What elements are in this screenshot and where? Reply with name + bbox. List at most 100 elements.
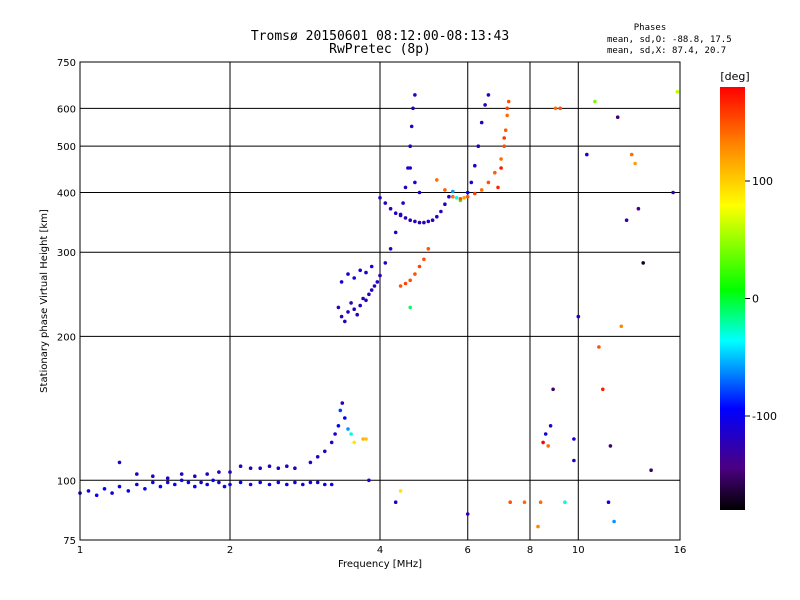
grid-lines [80,62,680,540]
echo-point [558,107,562,111]
echo-point [466,512,470,516]
echo-point [166,476,170,480]
echo-point [268,483,272,487]
echo-point [431,218,435,222]
echo-point [455,196,459,200]
ionogram-chart: Tromsø 20150601 08:12:00-08:13:43 RwPret… [0,0,800,600]
echo-point [443,188,447,192]
echo-point [435,178,439,182]
echo-point [593,100,597,104]
echo-point [239,481,243,485]
echo-points [78,90,679,528]
y-tick-label: 100 [57,476,76,487]
echo-point [352,441,356,445]
echo-point [349,301,353,305]
echo-point [378,196,382,200]
echo-point [563,500,567,504]
phases-x-mode-stats: mean, sd,X: 87.4, 20.7 [607,46,726,56]
colorbar-label: [deg] [720,70,749,83]
echo-point [451,195,455,199]
echo-point [413,220,417,224]
echo-point [95,494,99,498]
echo-point [180,472,184,476]
echo-point [293,481,297,485]
echo-point [389,247,393,251]
echo-point [205,472,209,476]
echo-point [346,427,350,431]
y-axis-label: Stationary phase Virtual Height [km] [39,209,50,393]
echo-point [502,144,506,148]
echo-point [408,279,412,283]
echo-point [609,444,613,448]
echo-point [193,485,197,489]
echo-point [539,500,543,504]
colorbar-ticks: 100 0 -100 [745,175,777,423]
echo-point [367,293,371,297]
echo-point [404,282,408,286]
echo-point [193,474,197,478]
echo-point [411,107,415,111]
phases-heading: Phases [634,23,667,33]
echo-point [418,221,422,225]
echo-point [483,103,487,107]
echo-point [408,218,412,222]
echo-point [394,500,398,504]
echo-point [439,210,443,214]
echo-point [211,479,215,483]
echo-point [612,520,616,524]
echo-point [447,195,451,199]
echo-point [367,479,371,483]
x-tick-label: 10 [572,545,585,556]
y-tick-label: 200 [57,332,76,343]
echo-point [249,483,253,487]
echo-point [103,487,107,491]
echo-point [496,186,500,190]
echo-point [487,93,491,97]
echo-point [410,125,414,129]
echo-point [110,491,114,495]
echo-point [549,424,553,428]
echo-point [399,284,403,288]
x-tick-labels: 1 2 4 6 8 10 16 [77,545,687,556]
colorbar-tick-label: -100 [752,410,777,423]
y-tick-label: 75 [63,536,76,547]
echo-point [343,416,347,420]
y-tick-label: 300 [57,248,76,259]
echo-point [316,481,320,485]
echo-point [422,221,426,225]
echo-point [258,466,262,470]
echo-point [330,483,334,487]
echo-point [597,345,601,349]
colorbar-tick-label: 100 [752,175,773,188]
echo-point [413,93,417,97]
echo-point [466,191,470,195]
echo-point [118,461,122,465]
y-tick-labels: 75100200300400500600750 [57,58,76,547]
echo-point [127,489,131,493]
echo-point [616,115,620,119]
echo-point [408,144,412,148]
echo-point [333,432,337,436]
echo-point [118,485,122,489]
y-tick-label: 400 [57,188,76,199]
echo-point [462,196,466,200]
echo-point [572,437,576,441]
echo-point [633,162,637,166]
colorbar-tick-label: 0 [752,293,759,306]
echo-point [316,455,320,459]
echo-point [135,483,139,487]
echo-point [373,284,377,288]
x-tick-label: 2 [227,545,233,556]
echo-point [341,401,345,405]
echo-point [268,464,272,468]
echo-point [508,500,512,504]
echo-point [376,280,380,284]
chart-subtitle: RwPretec (8p) [329,42,431,57]
echo-point [641,261,645,265]
echo-point [364,437,368,441]
echo-point [358,304,362,308]
echo-point [505,107,509,111]
echo-point [493,171,497,175]
echo-point [343,320,347,324]
echo-point [293,466,297,470]
